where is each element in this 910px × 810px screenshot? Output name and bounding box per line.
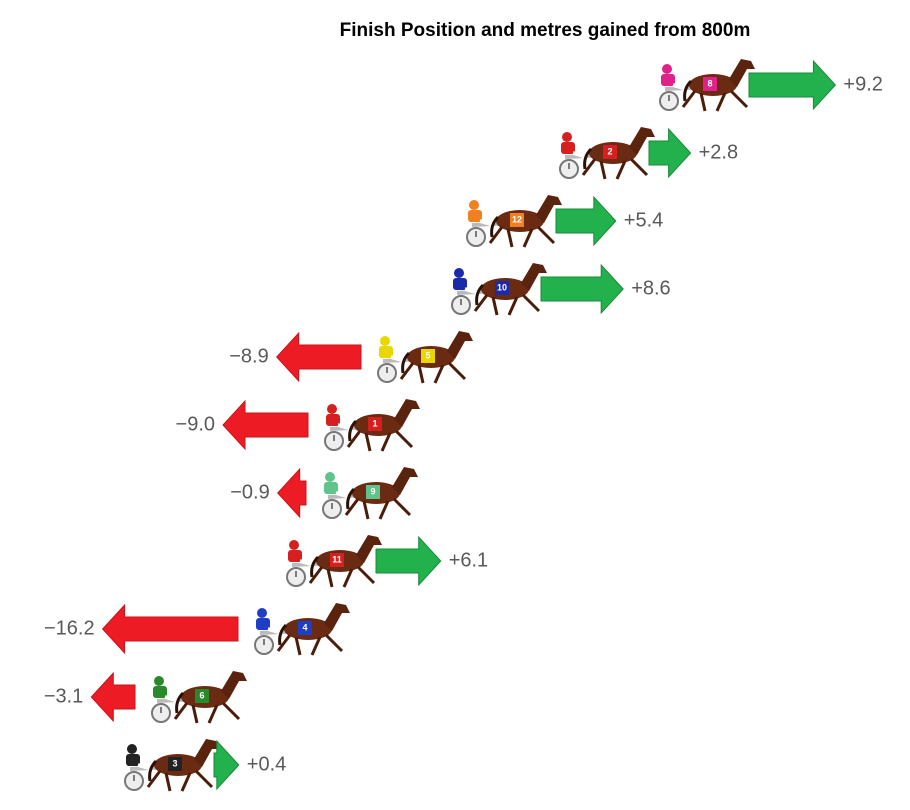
saddle-number: 11	[332, 554, 342, 564]
jockey-head	[127, 744, 137, 754]
value-label: −0.9	[230, 481, 269, 503]
saddle-number: 1	[372, 418, 377, 428]
horse: 9	[323, 467, 418, 519]
saddle-number: 4	[302, 622, 307, 632]
arrow	[556, 197, 616, 245]
arrow	[278, 469, 306, 517]
horse: 5	[378, 331, 473, 383]
jockey-body	[468, 210, 482, 222]
jockey-body	[661, 74, 675, 86]
saddle-number: 5	[425, 350, 430, 360]
horse: 4	[255, 603, 350, 655]
jockey-body	[288, 550, 302, 562]
jockey-head	[325, 472, 335, 482]
horse: 1	[325, 399, 420, 451]
value-label: +2.8	[699, 141, 738, 163]
horse-head	[221, 671, 247, 699]
chart: Finish Position and metres gained from 8…	[0, 0, 910, 810]
horse: 6	[152, 671, 247, 723]
jockey-head	[380, 336, 390, 346]
jockey-body	[126, 754, 140, 766]
saddle-number: 2	[607, 146, 612, 156]
saddle-number: 12	[512, 214, 522, 224]
jockey-head	[662, 64, 672, 74]
value-label: +6.1	[449, 549, 488, 571]
arrow	[223, 401, 308, 449]
jockey-body	[324, 482, 338, 494]
saddle-number: 6	[199, 690, 204, 700]
horse: 12	[467, 195, 562, 247]
horse: 11	[287, 535, 382, 587]
saddle-number: 9	[370, 486, 375, 496]
horse: 3	[125, 739, 220, 791]
arrow	[91, 673, 135, 721]
horse: 2	[560, 127, 655, 179]
value-label: +8.6	[631, 277, 670, 299]
jockey-head	[289, 540, 299, 550]
jockey-body	[379, 346, 393, 358]
jockey-head	[154, 676, 164, 686]
jockey-head	[327, 404, 337, 414]
saddle-number: 10	[497, 282, 507, 292]
jockey-head	[454, 268, 464, 278]
arrow	[277, 333, 361, 381]
value-label: +5.4	[624, 209, 663, 231]
saddle-number: 3	[172, 758, 177, 768]
horse-head	[392, 467, 418, 495]
horse: 8	[660, 59, 755, 111]
arrow	[103, 605, 238, 653]
value-label: −16.2	[44, 617, 95, 639]
value-label: +9.2	[843, 73, 882, 95]
arrow	[214, 741, 239, 789]
value-label: −8.9	[229, 345, 268, 367]
value-label: −9.0	[176, 413, 215, 435]
jockey-body	[453, 278, 467, 290]
arrow	[749, 61, 835, 109]
jockey-body	[561, 142, 575, 154]
horse-head	[447, 331, 473, 359]
saddle-number: 8	[707, 78, 712, 88]
chart-title: Finish Position and metres gained from 8…	[340, 20, 751, 41]
value-label: −3.1	[44, 685, 83, 707]
arrow	[376, 537, 441, 585]
page: {"chart_data": {"type": "arrow", "title"…	[0, 0, 910, 810]
horse-head	[394, 399, 420, 427]
jockey-body	[256, 618, 270, 630]
horse-head	[324, 603, 350, 631]
jockey-head	[562, 132, 572, 142]
jockey-head	[257, 608, 267, 618]
jockey-head	[469, 200, 479, 210]
value-label: +0.4	[247, 753, 286, 775]
horse: 10	[452, 263, 547, 315]
arrow	[649, 129, 691, 177]
jockey-body	[153, 686, 167, 698]
jockey-body	[326, 414, 340, 426]
arrow	[541, 265, 623, 313]
